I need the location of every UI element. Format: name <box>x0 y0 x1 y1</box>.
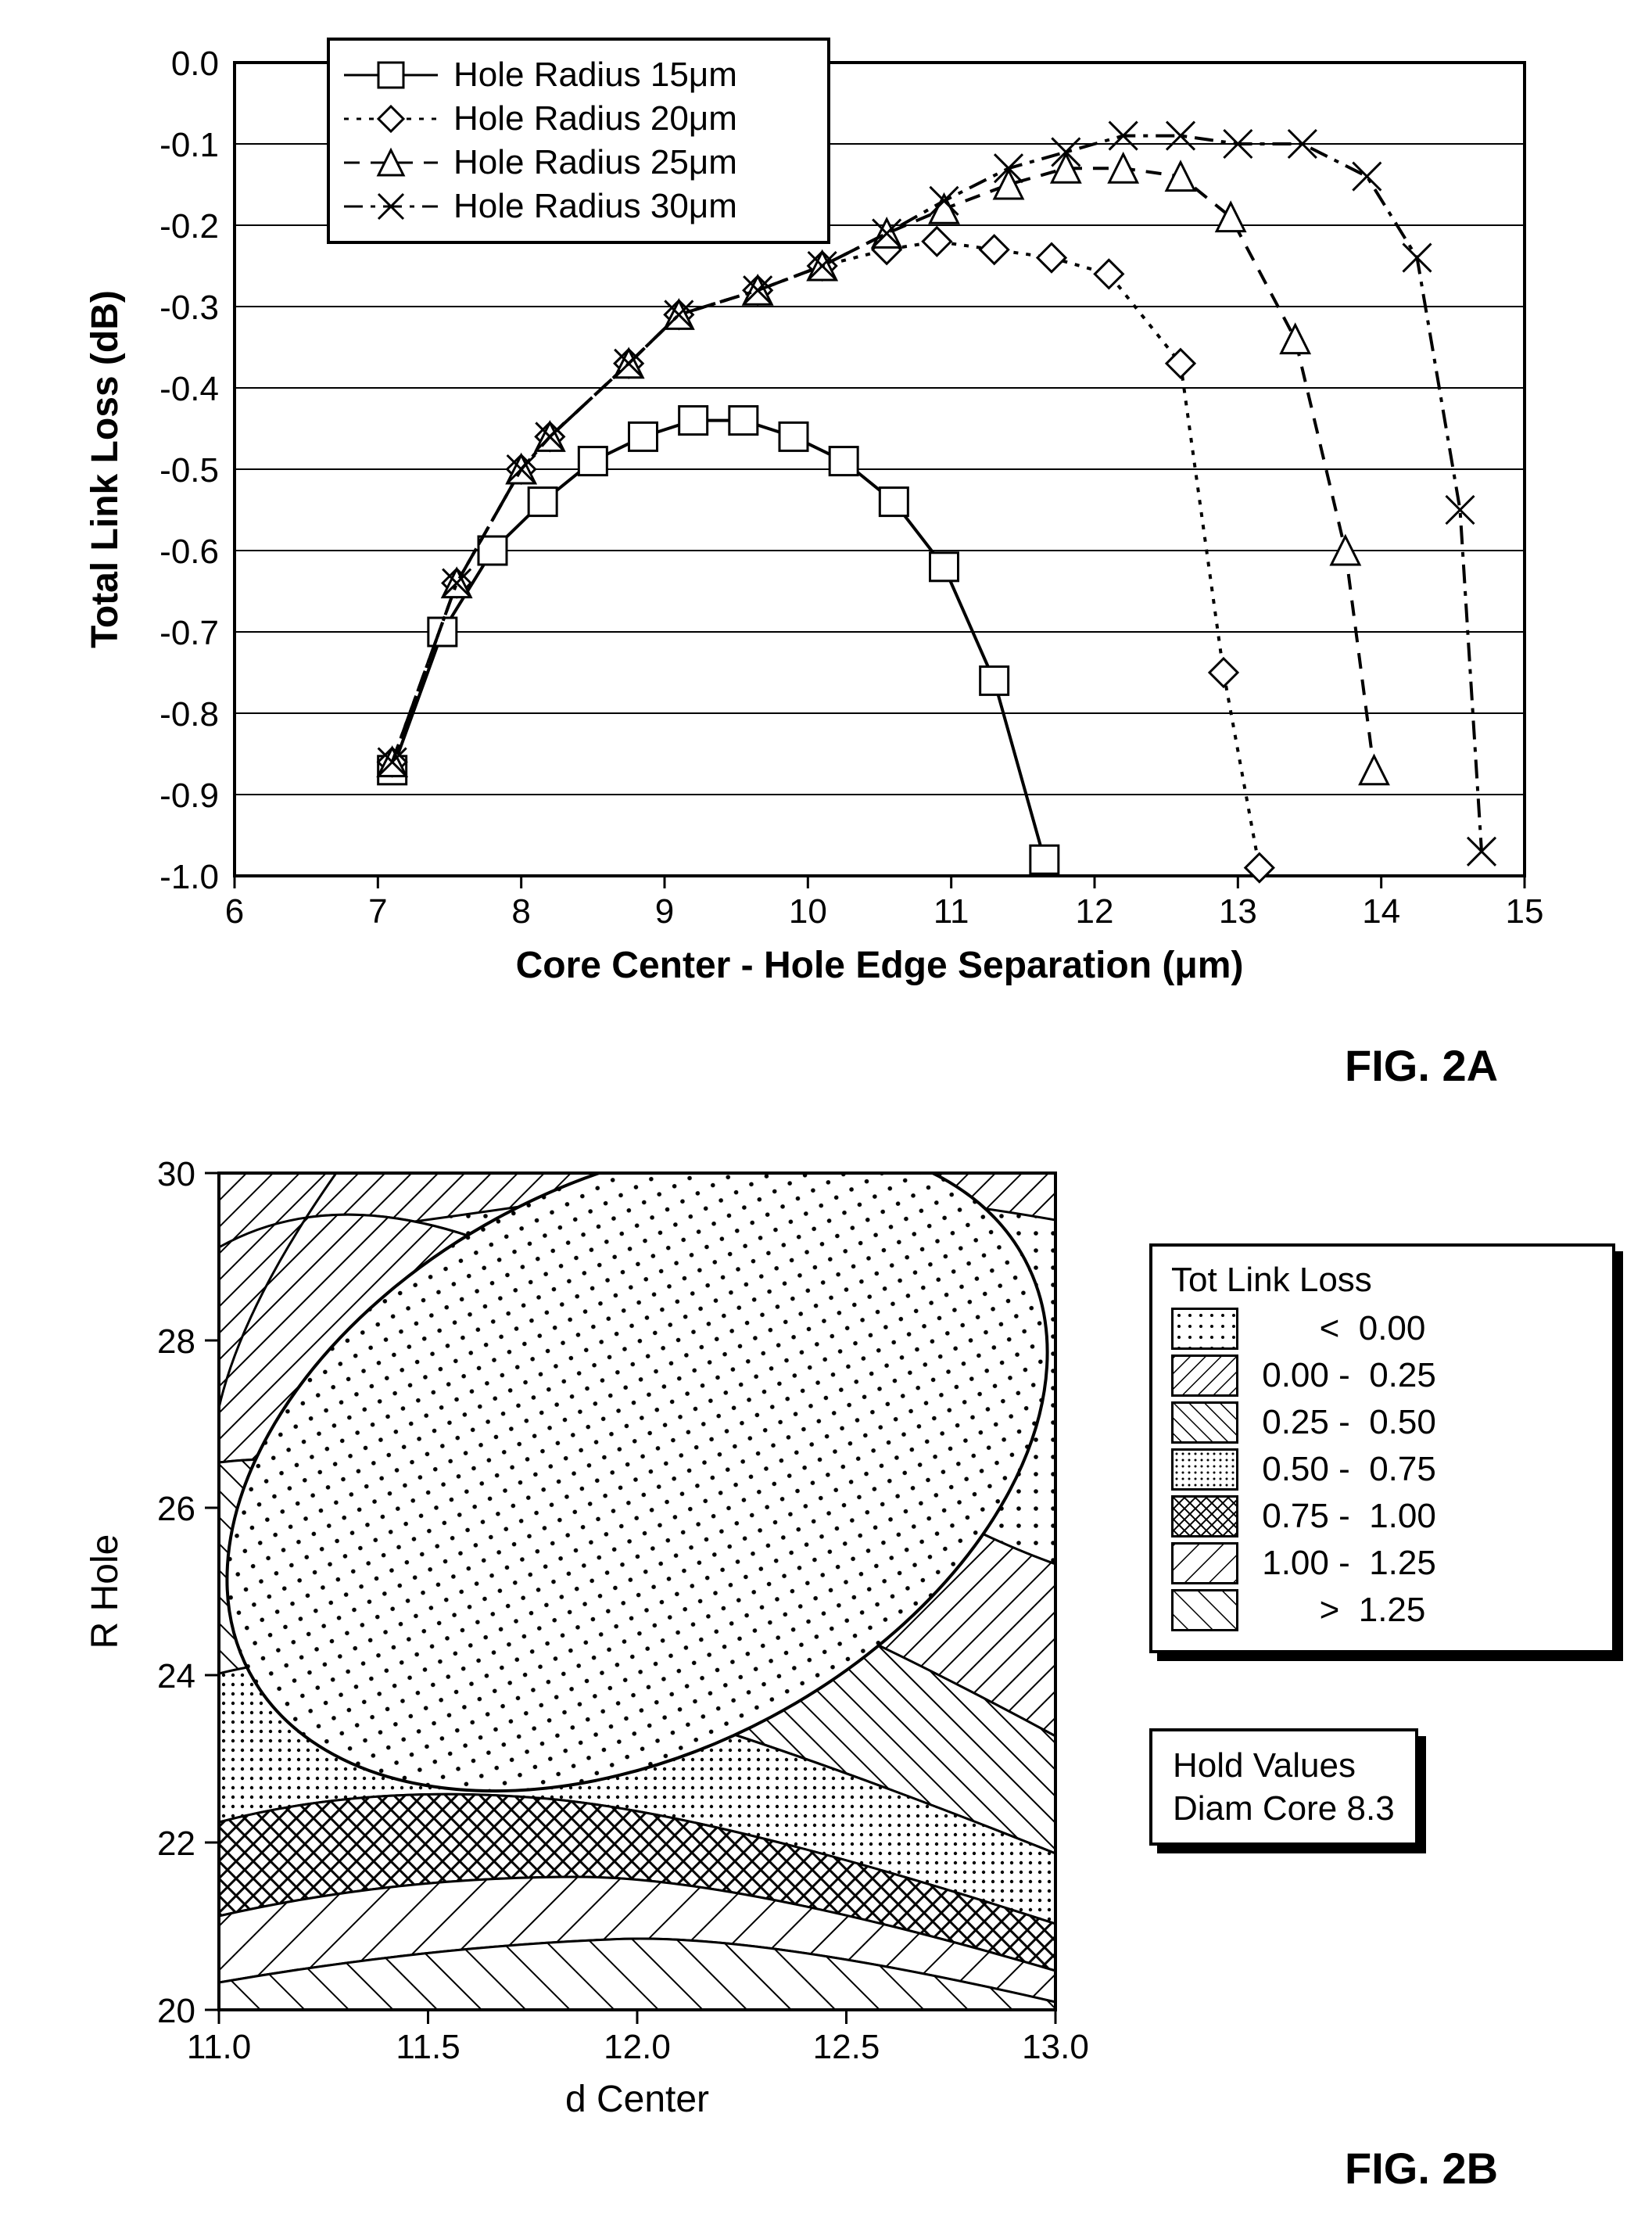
svg-text:-0.8: -0.8 <box>159 695 219 734</box>
svg-text:20: 20 <box>157 1992 195 2030</box>
legend-b-row: 0.25 - 0.50 <box>1171 1401 1593 1444</box>
hold-values-title: Hold Values <box>1173 1744 1395 1787</box>
svg-text:15: 15 <box>1506 892 1544 931</box>
figure-b: 11.0 11.5 12.0 12.5 13.0 20 22 24 26 28 30 d Center… <box>70 1142 1118 2174</box>
svg-text:-0.4: -0.4 <box>159 370 219 408</box>
svg-text:11.5: 11.5 <box>396 2028 460 2066</box>
svg-text:-0.7: -0.7 <box>159 614 219 652</box>
svg-text:12.0: 12.0 <box>604 2028 671 2066</box>
svg-text:10: 10 <box>789 892 827 931</box>
svg-text:Hole Radius 30μm: Hole Radius 30μm <box>453 187 737 225</box>
legend-b-label: > 1.25 <box>1252 1591 1425 1630</box>
svg-text:-0.6: -0.6 <box>159 533 219 571</box>
page: -1.0 -0.9 -0.8 -0.7 -0.6 -0.5 -0.4 -0.3 -0.2 -0.1… <box>0 0 1652 2221</box>
legend-b-row: 1.00 - 1.25 <box>1171 1542 1593 1584</box>
svg-text:28: 28 <box>157 1322 195 1361</box>
svg-text:6: 6 <box>225 892 244 931</box>
svg-text:-1.0: -1.0 <box>159 858 219 896</box>
svg-text:11: 11 <box>934 892 969 931</box>
svg-text:22: 22 <box>157 1825 195 1863</box>
svg-text:-0.1: -0.1 <box>159 126 219 164</box>
legend-b-label: 0.25 - 0.50 <box>1252 1403 1436 1442</box>
legend-swatch <box>1171 1589 1238 1631</box>
legend-swatch <box>1171 1401 1238 1444</box>
legend-b-row: 0.75 - 1.00 <box>1171 1495 1593 1537</box>
legend-swatch <box>1171 1448 1238 1491</box>
chart-b-svg: 11.0 11.5 12.0 12.5 13.0 20 22 24 26 28 30 d Center… <box>70 1142 1118 2174</box>
svg-text:11.0: 11.0 <box>187 2028 251 2066</box>
svg-text:Hole Radius 15μm: Hole Radius 15μm <box>453 56 737 94</box>
legend-b-row: 0.00 - 0.25 <box>1171 1354 1593 1397</box>
svg-text:Hole Radius 20μm: Hole Radius 20μm <box>453 99 737 138</box>
legend-b-title: Tot Link Loss <box>1171 1261 1593 1300</box>
svg-text:24: 24 <box>157 1657 195 1695</box>
legend-b-label: 1.00 - 1.25 <box>1252 1544 1436 1583</box>
figure-a: -1.0 -0.9 -0.8 -0.7 -0.6 -0.5 -0.4 -0.3 -0.2 -0.1… <box>70 31 1556 1017</box>
svg-text:0.0: 0.0 <box>171 45 219 83</box>
legend-b-label: < 0.00 <box>1252 1309 1425 1348</box>
legend-swatch <box>1171 1542 1238 1584</box>
figure-b-label: FIG. 2B <box>1345 2143 1498 2194</box>
svg-text:-0.9: -0.9 <box>159 777 219 815</box>
svg-text:7: 7 <box>368 892 387 931</box>
svg-text:13: 13 <box>1219 892 1257 931</box>
chart-a-svg: -1.0 -0.9 -0.8 -0.7 -0.6 -0.5 -0.4 -0.3 -0.2 -0.1… <box>70 31 1556 1017</box>
legend-b-row: 0.50 - 0.75 <box>1171 1448 1593 1491</box>
svg-text:12.5: 12.5 <box>813 2028 880 2066</box>
legend-b-label: 0.50 - 0.75 <box>1252 1450 1436 1489</box>
legend-swatch <box>1171 1495 1238 1537</box>
svg-text:9: 9 <box>655 892 674 931</box>
legend-b-label: 0.75 - 1.00 <box>1252 1497 1436 1536</box>
svg-text:14: 14 <box>1362 892 1400 931</box>
svg-text:R Hole: R Hole <box>84 1534 126 1649</box>
figure-a-label: FIG. 2A <box>1345 1040 1498 1091</box>
svg-text:Total Link Loss (dB): Total Link Loss (dB) <box>84 290 126 648</box>
svg-text:Core Center - Hole Edge Separa: Core Center - Hole Edge Separation (μm) <box>516 945 1244 986</box>
legend-b-row: < 0.00 <box>1171 1308 1593 1350</box>
legend-swatch <box>1171 1308 1238 1350</box>
figure-b-legend: Tot Link Loss < 0.00 0.00 - 0.25 0.25 - … <box>1149 1243 1615 1653</box>
svg-text:8: 8 <box>511 892 530 931</box>
svg-text:-0.2: -0.2 <box>159 207 219 246</box>
hold-values-line: Diam Core 8.3 <box>1173 1787 1395 1830</box>
legend-b-row: > 1.25 <box>1171 1589 1593 1631</box>
svg-text:30: 30 <box>157 1155 195 1193</box>
svg-text:-0.3: -0.3 <box>159 289 219 327</box>
hold-values-box: Hold Values Diam Core 8.3 <box>1149 1728 1418 1846</box>
svg-text:13.0: 13.0 <box>1022 2028 1089 2066</box>
legend-b-label: 0.00 - 0.25 <box>1252 1356 1436 1395</box>
legend-swatch <box>1171 1354 1238 1397</box>
svg-text:26: 26 <box>157 1490 195 1528</box>
svg-text:12: 12 <box>1076 892 1114 931</box>
svg-text:Hole Radius 25μm: Hole Radius 25μm <box>453 143 737 181</box>
svg-text:-0.5: -0.5 <box>159 451 219 490</box>
svg-text:d Center: d Center <box>565 2079 709 2120</box>
